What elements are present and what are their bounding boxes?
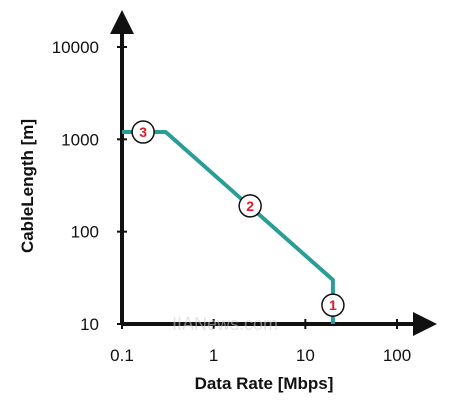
markers-layer: 1 2 3: [131, 120, 345, 317]
marker-1-circle: [321, 293, 345, 317]
marker-2-circle: [238, 194, 262, 218]
marker-3-label: 3: [139, 124, 147, 140]
y-tick-label: 100: [71, 223, 99, 242]
y-tick-label: 10000: [52, 38, 99, 57]
marker-1-label: 1: [329, 297, 337, 313]
axes: [110, 10, 437, 336]
series-layer: [122, 130, 335, 324]
x-tick-label: 10: [296, 346, 315, 365]
labels-layer: 0.1 1 10 100 10 100 1000 10000 Data Rate [Mbps] C…: [18, 38, 411, 393]
x-tick-label: 100: [383, 346, 411, 365]
marker-3-circle: [131, 120, 155, 144]
marker-2-label: 2: [246, 198, 254, 214]
x-axis-label: Data Rate [Mbps]: [195, 374, 334, 393]
series-line: [122, 130, 335, 324]
x-tick-label: 1: [209, 346, 218, 365]
y-tick-label: 10: [80, 315, 99, 334]
y-axis-label: CableLength [m]: [18, 119, 37, 253]
x-tick-label: 0.1: [110, 346, 134, 365]
y-tick-label: 1000: [61, 130, 99, 149]
watermark-text: IIANews.com: [172, 314, 278, 334]
